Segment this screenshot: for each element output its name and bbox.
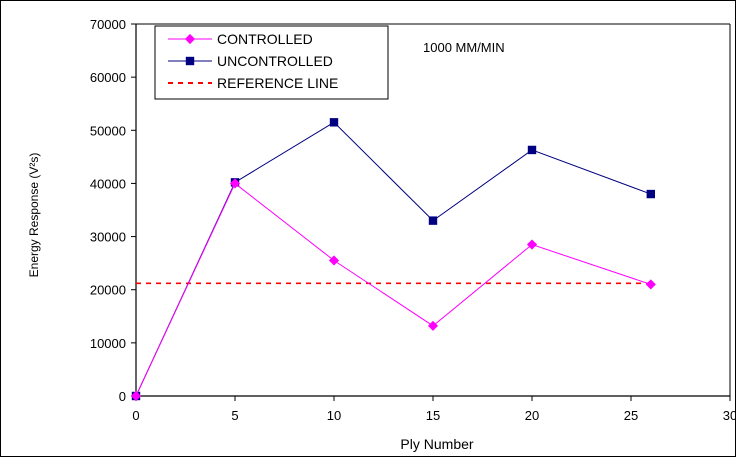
x-tick-label: 25 — [624, 408, 638, 423]
y-axis-title: Energy Response (V²s) — [27, 153, 41, 278]
x-axis-title: Ply Number — [400, 436, 473, 452]
data-point — [645, 279, 656, 290]
x-tick-label: 0 — [132, 408, 139, 423]
x-tick-label: 20 — [525, 408, 539, 423]
data-point — [428, 216, 438, 225]
x-tick-label: 5 — [231, 408, 238, 423]
data-point — [328, 255, 340, 266]
data-point — [329, 118, 339, 127]
data-point — [185, 56, 195, 66]
y-tick-label: 10000 — [90, 336, 126, 351]
x-tick-label: 15 — [426, 408, 440, 423]
speed-annotation: 1000 MM/MIN — [423, 40, 505, 55]
series-layer — [130, 118, 656, 402]
data-point — [526, 239, 538, 250]
y-tick-label: 60000 — [90, 70, 126, 85]
data-point — [427, 320, 439, 331]
y-tick-label: 40000 — [90, 176, 126, 191]
axes: 0 5 10 15 20 25 30 0 10000 20000 30000 40000 50000 60… — [90, 17, 736, 423]
y-tick-label: 0 — [119, 389, 126, 404]
y-tick-label: 20000 — [90, 283, 126, 298]
data-point — [130, 390, 142, 402]
series-line — [135, 182, 651, 397]
y-tick-label: 70000 — [90, 17, 126, 32]
series-line — [135, 121, 651, 397]
legend-item: REFERENCE LINE — [168, 75, 338, 91]
y-tick-label: 30000 — [90, 230, 126, 245]
y-tick-label: 50000 — [90, 123, 126, 138]
legend-label: REFERENCE LINE — [217, 75, 338, 91]
data-point — [527, 145, 537, 155]
x-tick-label: 10 — [327, 408, 341, 423]
legend: CONTROLLED UNCONTROLLED REFERENCE LINE — [154, 25, 389, 100]
legend-label: UNCONTROLLED — [217, 53, 333, 69]
legend-item: UNCONTROLLED — [168, 53, 333, 69]
legend-label: CONTROLLED — [217, 31, 313, 47]
data-point — [646, 189, 655, 199]
data-point — [184, 33, 196, 45]
data-point — [229, 178, 241, 189]
legend-item: CONTROLLED — [168, 31, 313, 47]
x-tick-label: 30 — [723, 408, 736, 423]
series-controlled — [130, 178, 656, 402]
